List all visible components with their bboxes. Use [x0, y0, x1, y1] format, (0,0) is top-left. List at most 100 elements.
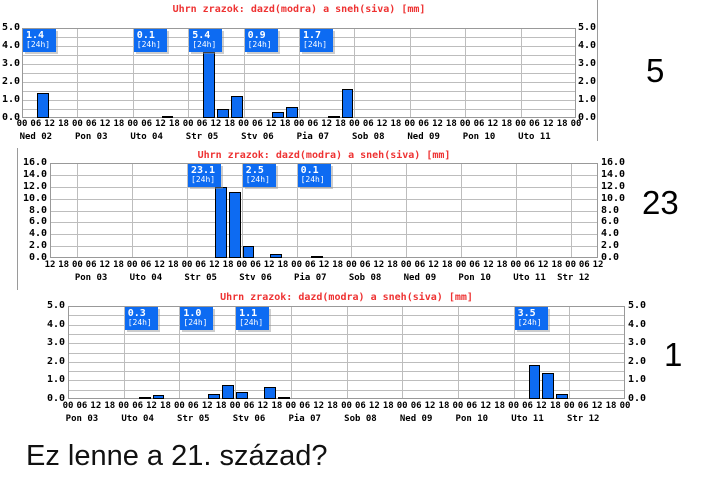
y-axis-label-left: 4.0 [28, 228, 47, 240]
x-tick-label: 12 [44, 119, 56, 129]
daily-total-badge: 0.1 [24h] [133, 29, 167, 52]
x-tick-label: 18 [224, 119, 236, 129]
day-label: Ned 09 [403, 273, 437, 283]
y-axis-label-left: 5.0 [1, 22, 20, 33]
y-axis-label-right: 3.0 [628, 337, 647, 349]
daily-total-badge: 1.1 [24h] [236, 307, 270, 330]
gridline-horizontal [51, 222, 597, 224]
y-axis-label-left: 0.0 [28, 252, 47, 263]
x-tick-label: 00 [71, 119, 83, 129]
chart-title: Uhrn zrazok: dazd(modra) a sneh(siva) [m… [172, 4, 426, 15]
y-axis-label-right: 3.0 [578, 58, 597, 69]
gridline-vertical [513, 307, 515, 398]
x-tick-label: 12 [99, 119, 111, 129]
daily-total-badge: 0.9 [24h] [244, 29, 278, 52]
x-tick-label: 00 [229, 401, 241, 411]
y-axis-label-right: 1.0 [628, 374, 647, 386]
gridline-vertical [402, 307, 404, 398]
x-tick-label: 06 [140, 260, 152, 270]
daily-total-unit: [24h] [191, 175, 216, 184]
x-tick-label: 18 [438, 401, 450, 411]
gridline-vertical [77, 164, 79, 257]
daily-total-unit: [24h] [136, 40, 161, 49]
x-tick-label: 18 [605, 401, 617, 411]
x-tick-label: 00 [126, 260, 138, 270]
x-tick-label: 18 [332, 260, 344, 270]
daily-total-value: 1.1 [239, 308, 258, 319]
x-tick-label: 00 [127, 119, 139, 129]
x-tick-label: 00 [565, 260, 577, 270]
y-axis-label-left: 4.0 [1, 40, 20, 51]
y-axis-label-left: 2.0 [1, 76, 20, 87]
x-tick-label: 06 [418, 119, 430, 129]
x-tick-label: 12 [432, 119, 443, 129]
rain-bar [270, 254, 282, 258]
x-tick-label: 18 [222, 260, 234, 270]
x-tick-label: 00 [400, 260, 412, 270]
x-tick-label: 06 [243, 401, 255, 411]
daily-total-badge: 1.0 [24h] [180, 307, 214, 330]
x-tick-label: 00 [345, 260, 357, 270]
y-axis-label-right: 5.0 [628, 300, 647, 311]
y-axis-label-left: 12.0 [23, 180, 48, 192]
x-tick-label: 12 [373, 260, 385, 270]
handwritten-total-bottom: 1 [664, 336, 683, 373]
rain-bar [236, 392, 249, 399]
gridline-vertical [290, 307, 292, 398]
x-tick-label: 00 [452, 401, 464, 411]
gridline-vertical [515, 164, 517, 257]
x-tick-label: 12 [592, 260, 604, 270]
handwritten-total-middle: 23 [642, 184, 679, 221]
y-axis-label-right: 4.0 [628, 318, 647, 330]
rain-bar [230, 96, 243, 118]
daily-total-unit: [24h] [245, 175, 270, 184]
y-axis-label-right: 10.0 [601, 192, 626, 204]
gridline-horizontal [51, 198, 597, 200]
x-tick-label: 18 [496, 260, 508, 270]
rain-bar [161, 116, 174, 118]
x-tick-label: 18 [382, 401, 394, 411]
y-axis-label-left: 2.0 [28, 240, 47, 252]
chart-title: Uhrn zrazok: dazd(modra) a sneh(siva) [m… [220, 292, 473, 303]
x-tick-label: 06 [529, 119, 540, 129]
y-axis-label-right: 5.0 [578, 22, 597, 33]
y-axis-label-left: 3.0 [46, 337, 65, 349]
day-label: Sob 08 [344, 414, 377, 424]
x-tick-label: 00 [515, 119, 527, 129]
daily-total-value: 0.1 [300, 165, 319, 176]
x-tick-label: 06 [85, 260, 97, 270]
day-label: Pia 07 [288, 414, 321, 424]
day-label: Pon 10 [458, 273, 491, 283]
daily-total-unit: [24h] [300, 175, 325, 184]
x-tick-label: 12 [257, 401, 269, 411]
x-tick-label: 12 [90, 401, 102, 411]
daily-total-value: 2.5 [245, 165, 264, 176]
x-tick-label: 12 [591, 401, 603, 411]
y-axis-label-right: 2.0 [601, 240, 620, 252]
daily-total-badge: 2.5 [24h] [242, 164, 276, 187]
day-label: Uto 04 [121, 414, 154, 424]
x-tick-label: 06 [362, 119, 374, 129]
x-tick-label: 18 [327, 401, 338, 411]
y-axis-label-right: 4.0 [601, 228, 620, 240]
daily-total-badge: 23.1 [24h] [188, 164, 221, 187]
x-tick-label: 06 [307, 119, 319, 129]
gridline-vertical [569, 307, 571, 398]
daily-total-badge: 1.7 [24h] [300, 29, 333, 52]
daily-total-value: 0.1 [136, 30, 155, 41]
y-axis-label-right: 14.0 [601, 168, 626, 180]
x-tick-label: 00 [563, 401, 575, 411]
x-tick-label: 18 [445, 119, 457, 129]
gridline-vertical [132, 29, 134, 117]
daily-total-unit: [24h] [517, 318, 542, 327]
rain-bar [229, 191, 241, 258]
gridline-vertical [457, 307, 459, 398]
y-axis-label-right: 16.0 [601, 157, 626, 168]
day-label: Pia 07 [294, 273, 327, 283]
rain-bar [216, 109, 229, 118]
daily-total-badge: 0.1 [24h] [297, 164, 331, 187]
x-tick-label: 12 [208, 260, 220, 270]
x-tick-label: 06 [196, 119, 208, 129]
day-label: Sob 08 [348, 273, 382, 283]
daily-total-value: 5.4 [192, 30, 211, 41]
